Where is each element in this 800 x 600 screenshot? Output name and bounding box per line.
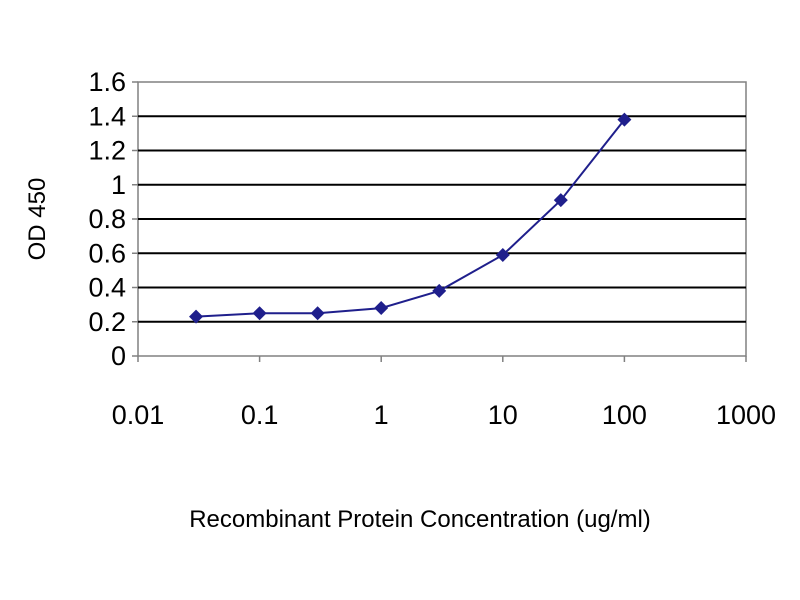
y-tick-label: 0.4: [88, 273, 126, 303]
data-point: [495, 247, 510, 262]
x-tick-label: 0.01: [112, 400, 165, 430]
y-tick-labels: 0 0.2 0.4 0.6 0.8 1 1.2 1.4 1.6: [88, 67, 126, 371]
data-point: [374, 301, 389, 316]
axes: [132, 81, 747, 362]
x-tick-label: 10: [488, 400, 518, 430]
x-tick-label: 0.1: [241, 400, 279, 430]
data-point: [189, 309, 204, 324]
x-tick-label: 100: [602, 400, 647, 430]
y-tick-label: 0.6: [88, 238, 126, 268]
data-point: [252, 306, 267, 321]
y-tick-label: 0.8: [88, 204, 126, 234]
x-tick-label: 1: [374, 400, 389, 430]
y-tick-label: 1.6: [88, 67, 126, 97]
y-tick-label: 1.2: [88, 136, 126, 166]
data-point: [617, 112, 632, 127]
series-layer: [189, 112, 632, 324]
y-tick-label: 0.2: [88, 307, 126, 337]
y-axis-title: OD 450: [24, 178, 51, 261]
x-axis-title: Recombinant Protein Concentration (ug/ml…: [189, 506, 651, 533]
y-tick-label: 0: [111, 341, 126, 371]
data-point: [432, 283, 447, 298]
x-tick-label: 1000: [716, 400, 776, 430]
y-tick-label: 1: [111, 170, 126, 200]
y-tick-label: 1.4: [88, 101, 126, 131]
data-point: [310, 306, 325, 321]
x-tick-labels: 0.01 0.1 1 10 100 1000: [112, 400, 776, 430]
data-point: [553, 193, 568, 208]
series-line: [195, 119, 626, 318]
grid-lines: [138, 115, 746, 323]
